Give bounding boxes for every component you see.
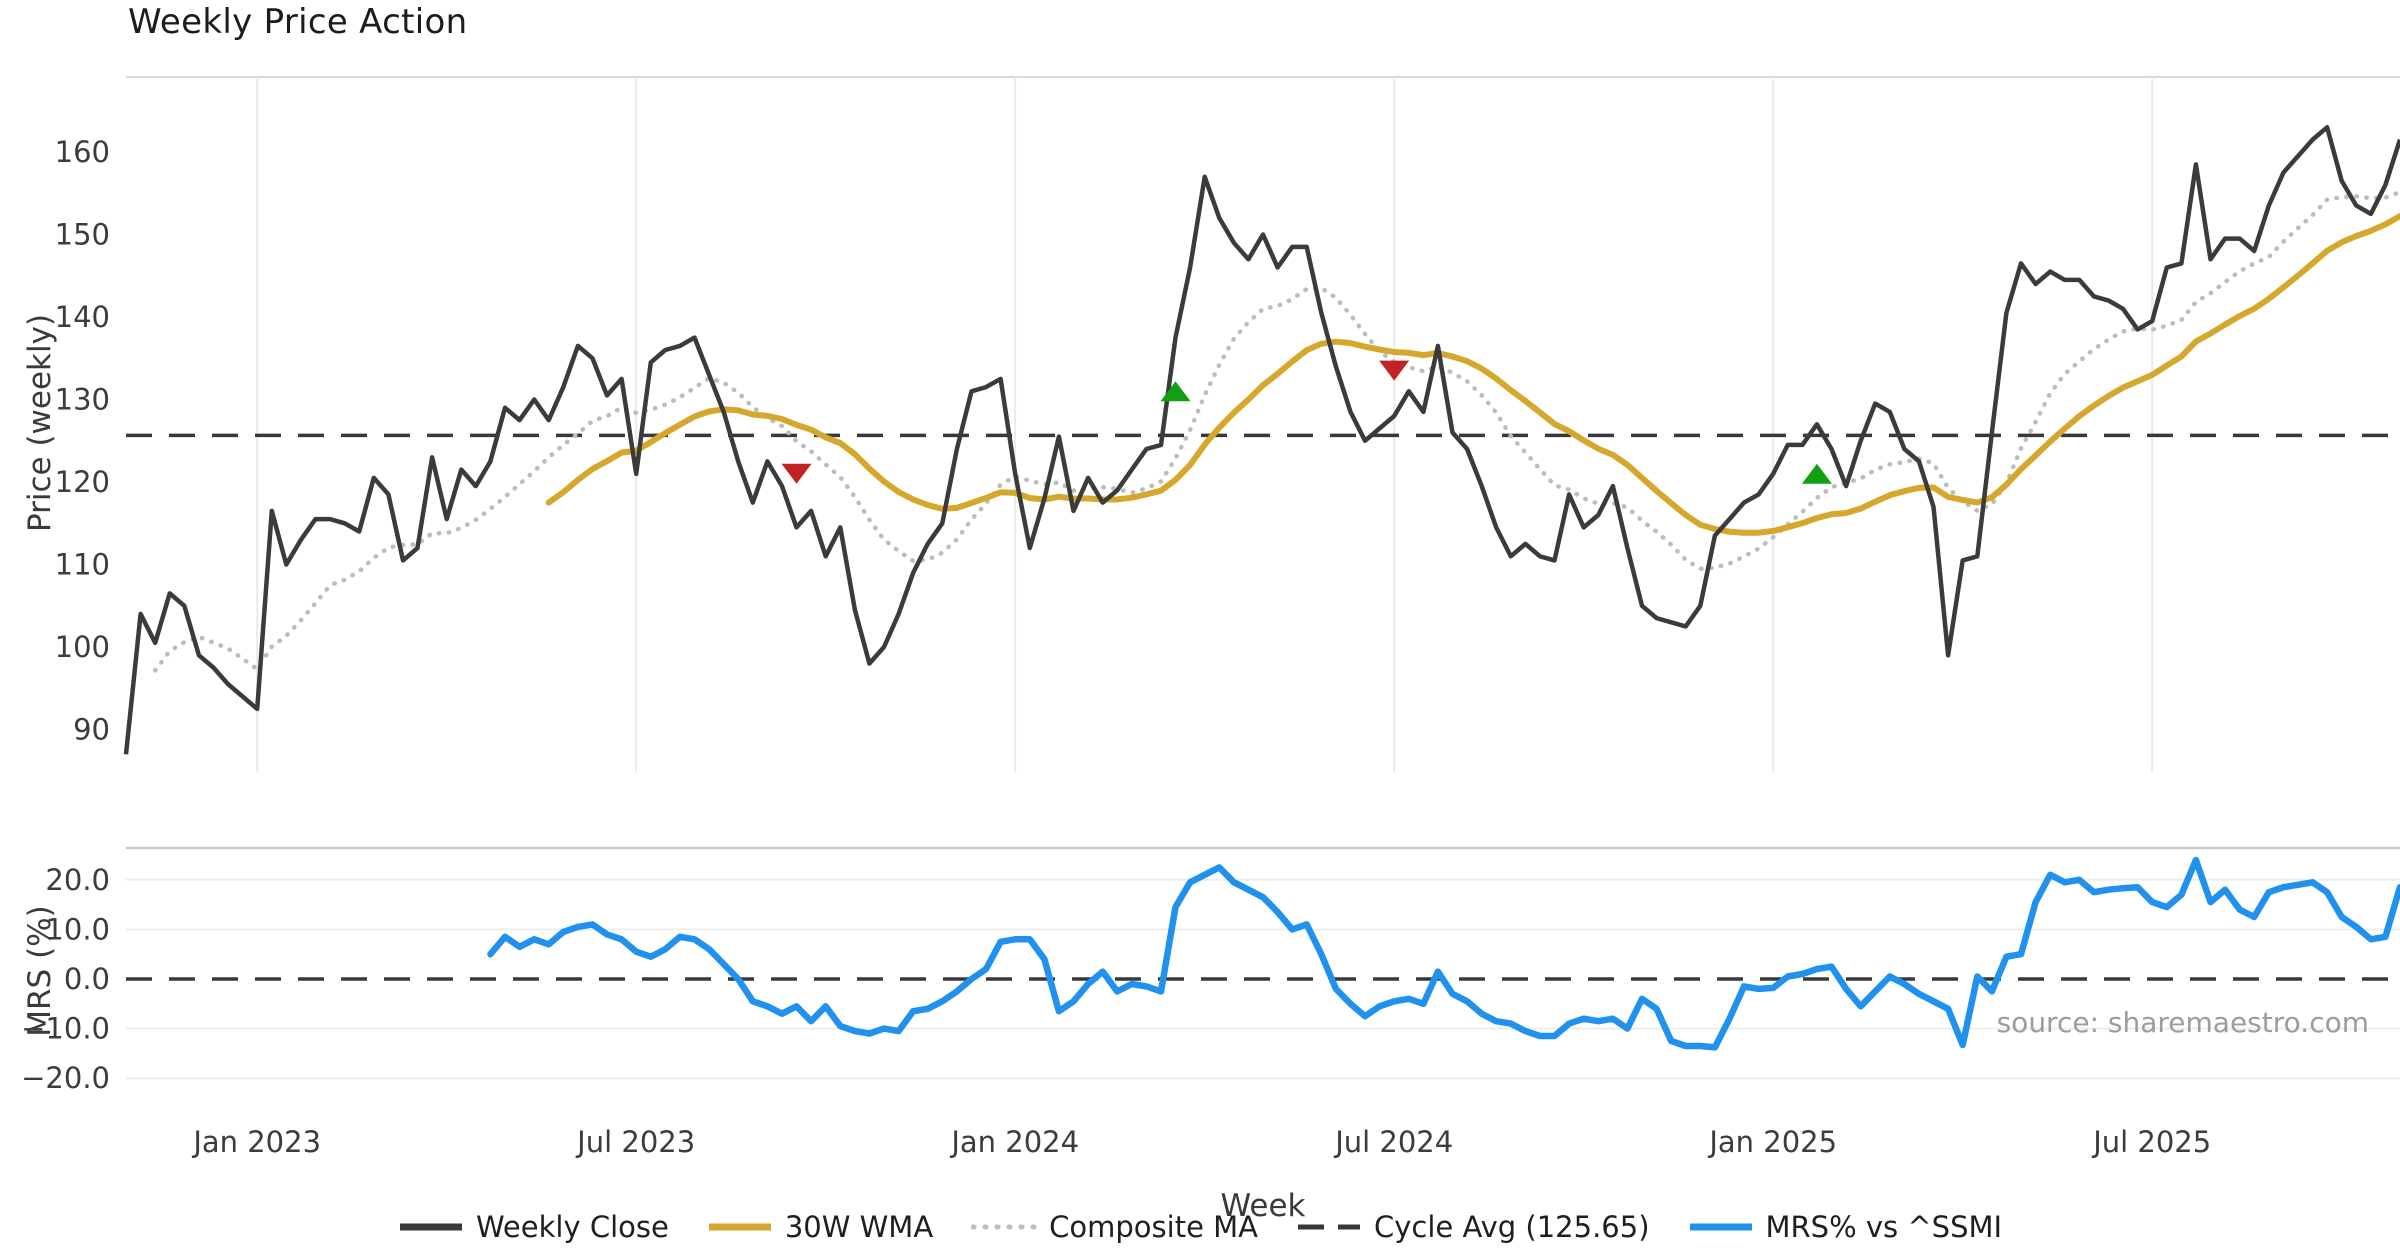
legend-swatch-icon bbox=[971, 1224, 1038, 1230]
mrs-y-tick-label: −10.0 bbox=[21, 1012, 110, 1046]
price-y-tick-label: 90 bbox=[73, 713, 110, 747]
legend-item-composite-ma: Composite MA bbox=[971, 1210, 1258, 1244]
price-y-tick-label: 150 bbox=[55, 218, 110, 252]
price-y-tick-label: 140 bbox=[55, 300, 110, 334]
legend-label: Weekly Close bbox=[475, 1210, 669, 1244]
source-note: source: sharemaestro.com bbox=[1996, 1006, 2369, 1039]
legend-label: Cycle Avg (125.65) bbox=[1374, 1210, 1650, 1244]
price-y-tick-label: 160 bbox=[55, 135, 110, 169]
legend-item-30w-wma: 30W WMA bbox=[707, 1210, 933, 1244]
x-tick-label: Jan 2024 bbox=[949, 1125, 1079, 1159]
legend-item-weekly-close: Weekly Close bbox=[398, 1210, 669, 1244]
price-y-tick-label: 110 bbox=[55, 548, 110, 582]
mrs-y-tick-label: −20.0 bbox=[21, 1061, 110, 1095]
x-tick-label: Jan 2025 bbox=[1707, 1125, 1837, 1159]
x-tick-label: Jul 2023 bbox=[575, 1125, 695, 1159]
sell-marker-icon bbox=[1379, 360, 1410, 381]
legend-swatch-icon bbox=[1689, 1223, 1752, 1231]
price-y-tick-label: 100 bbox=[55, 630, 110, 664]
legend-swatch-icon bbox=[399, 1223, 462, 1231]
mrs-line bbox=[487, 856, 2400, 1051]
composite-ma-line bbox=[152, 189, 2400, 673]
x-axis-title: Week bbox=[1220, 1188, 1306, 1224]
weekly-close-line bbox=[123, 125, 2400, 755]
legend-swatch-icon bbox=[1298, 1224, 1361, 1230]
x-tick-label: Jul 2024 bbox=[1333, 1125, 1453, 1159]
x-tick-label: Jan 2023 bbox=[191, 1125, 321, 1159]
legend: Weekly Close 30W WMA Composite MA Cycle … bbox=[0, 1210, 2400, 1244]
legend-swatch-icon bbox=[708, 1223, 771, 1231]
chart-title: Weekly Price Action bbox=[128, 2, 468, 42]
price-y-tick-label: 130 bbox=[55, 383, 110, 417]
legend-item-mrs-vs-ssmi: MRS% vs ^SSMI bbox=[1688, 1210, 2003, 1244]
sell-marker-icon bbox=[781, 463, 812, 484]
wma-30w-line bbox=[545, 213, 2400, 536]
mrs-y-tick-label: 0.0 bbox=[64, 962, 110, 996]
legend-label: Composite MA bbox=[1049, 1210, 1259, 1244]
price-y-tick-label: 120 bbox=[55, 465, 110, 499]
legend-label: MRS% vs ^SSMI bbox=[1765, 1210, 2003, 1244]
mrs-y-tick-label: 10.0 bbox=[45, 912, 110, 946]
mrs-y-tick-label: 20.0 bbox=[45, 863, 110, 897]
buy-marker-icon bbox=[1160, 381, 1191, 402]
buy-marker-icon bbox=[1801, 463, 1832, 484]
legend-item-cycle-avg-125-65-: Cycle Avg (125.65) bbox=[1296, 1210, 1650, 1244]
legend-label: 30W WMA bbox=[784, 1210, 934, 1244]
x-tick-label: Jul 2025 bbox=[2091, 1125, 2211, 1159]
